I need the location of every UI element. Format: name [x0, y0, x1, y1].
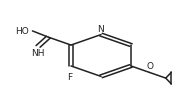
- Text: O: O: [146, 62, 153, 71]
- Text: HO: HO: [15, 27, 29, 36]
- Text: NH: NH: [31, 49, 45, 58]
- Text: N: N: [98, 24, 104, 33]
- Text: F: F: [68, 73, 73, 81]
